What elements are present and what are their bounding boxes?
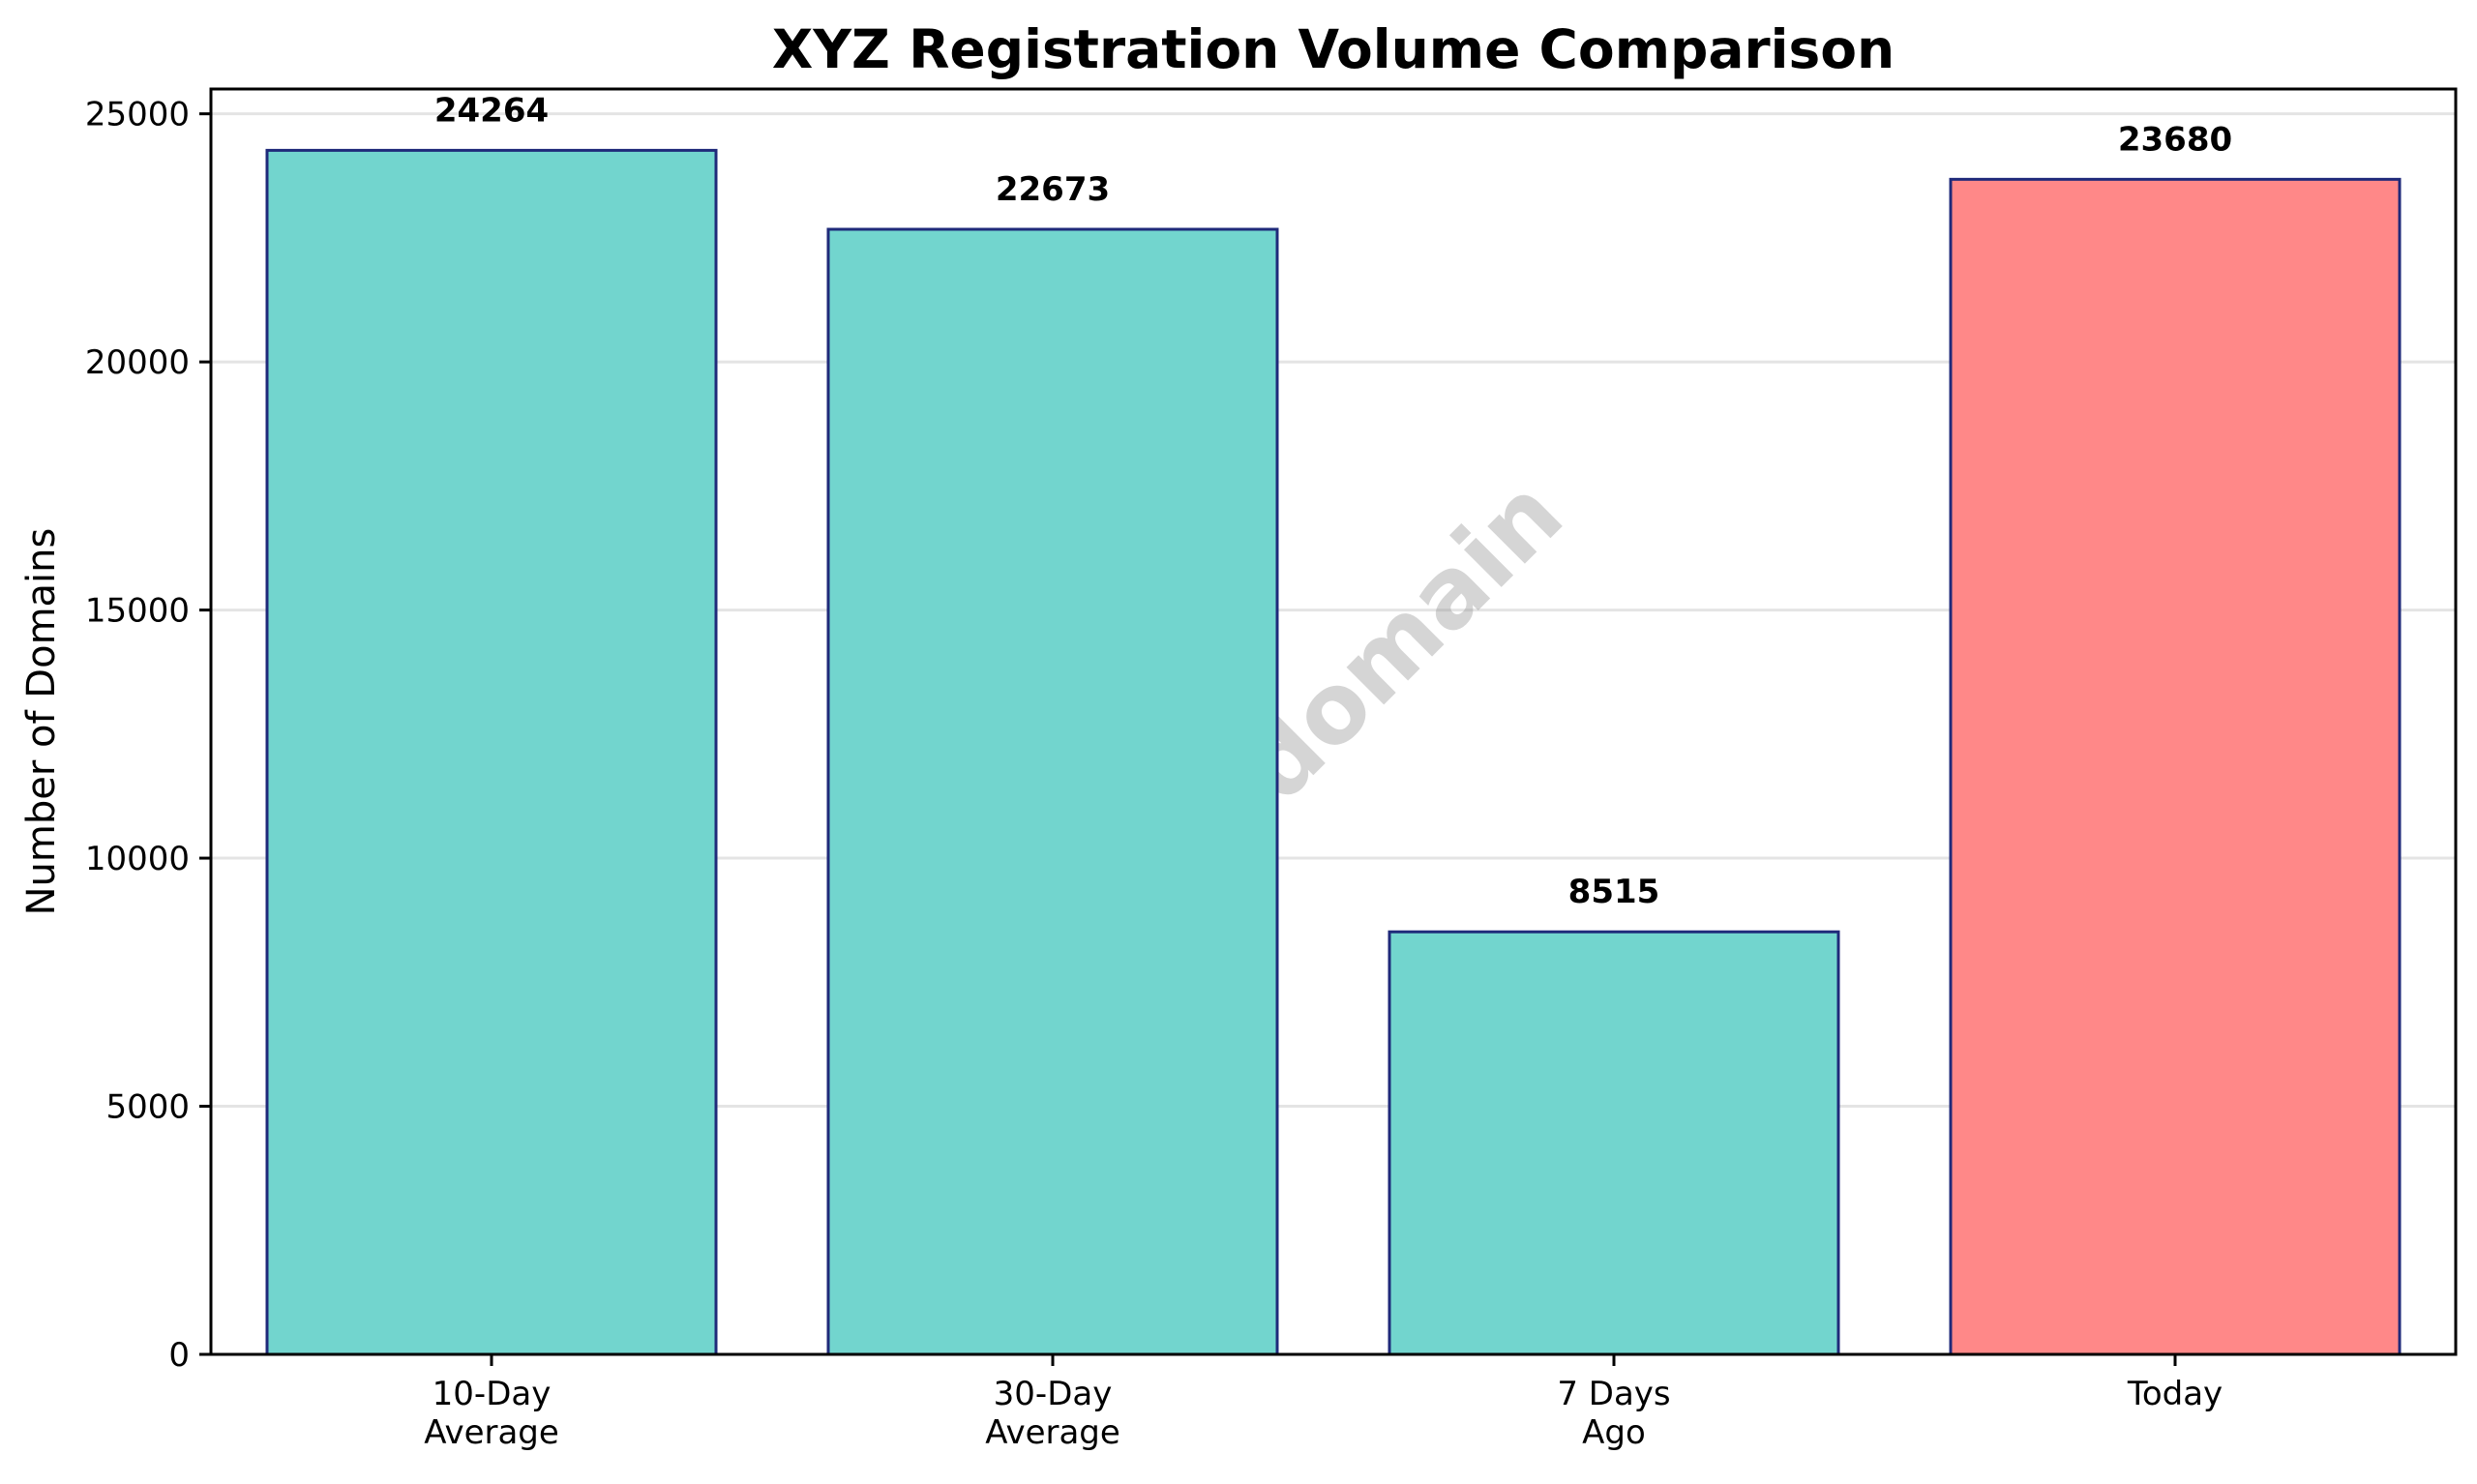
x-tick-label: 7 Days Ago [1557,1375,1670,1452]
bar-value-label: 22673 [996,170,1110,209]
y-tick-label: 15000 [85,592,190,631]
bar-value-label: 23680 [2118,120,2232,159]
bar-value-label: 24264 [434,91,549,130]
y-tick-label: 10000 [85,840,190,878]
y-tick-label: 5000 [105,1088,190,1127]
x-tick-label: Today [2127,1375,2223,1413]
y-tick-label: 25000 [85,96,190,134]
y-tick-label: 20000 [85,343,190,382]
y-axis-label: Number of Domains [19,528,64,916]
axes-layer: 10-Day Average 30-Day Average 7 Days Ago Today… [85,87,2458,1452]
x-tick-label: 10-Day Average [424,1375,559,1452]
chart-title: XYZ Registration Volume Comparison [772,18,1895,80]
plot-frame [209,87,2458,1356]
x-tick-label: 30-Day Average [985,1375,1120,1452]
bars-layer: 24264 22673 8515 23680 [265,91,2402,1356]
y-tick-label: 0 [168,1336,190,1375]
bar-0 [265,148,718,1356]
bar-2 [1388,930,1840,1356]
bar-3 [1949,177,2402,1356]
bar-value-label: 8515 [1568,873,1660,911]
bar-1 [826,227,1279,1356]
